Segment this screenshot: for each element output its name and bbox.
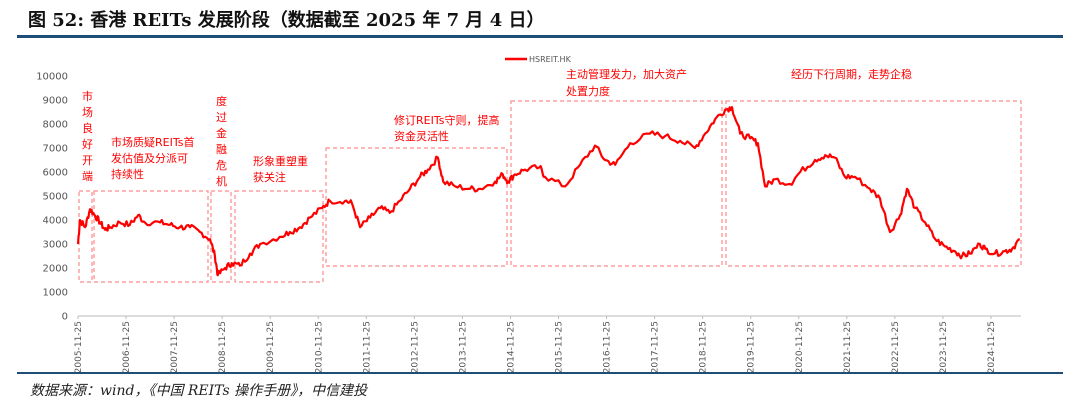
annotation-box-2 <box>210 190 232 283</box>
x-tick-label: 2015-11-25 <box>555 321 565 373</box>
y-tick-label: 0 <box>62 312 68 323</box>
title-rule <box>17 35 1063 38</box>
annotation-2: 度过金融危机 <box>216 94 227 188</box>
x-tick-label: 2006-11-25 <box>122 321 132 373</box>
annotation-box-0 <box>78 190 93 283</box>
series-line-hsreit <box>76 106 1021 277</box>
x-tick-label: 2010-11-25 <box>314 321 324 373</box>
x-tick-label: 2012-11-25 <box>410 321 420 373</box>
annotation-line: 良 <box>82 121 93 135</box>
annotation-line: 融 <box>216 143 227 156</box>
figure-title: 图 52: 香港 REITs 发展阶段（数据截至 2025 年 7 月 4 日） <box>28 10 545 31</box>
x-tick-label: 2007-11-25 <box>170 321 180 373</box>
annotation-3: 形象重塑重获关注 <box>253 154 308 184</box>
x-tick-label: 2021-11-25 <box>843 321 853 373</box>
annotation-line: 持续性 <box>111 167 144 181</box>
x-tick-label: 2008-11-25 <box>218 321 228 373</box>
x-tick-label: 2005-11-25 <box>74 321 84 373</box>
annotation-line: 形象重塑重 <box>253 154 308 168</box>
x-tick-label: 2023-11-25 <box>939 321 949 373</box>
annotation-box-6 <box>725 100 1022 267</box>
annotation-line: 发估值及分派可 <box>111 151 188 165</box>
y-axis: 0 1000 2000 3000 4000 5000 6000 7000 8000 9000 100… <box>36 72 68 323</box>
annotation-line: 金 <box>216 126 227 140</box>
annotation-line: 危 <box>216 159 227 172</box>
annotation-0: 市场良好开端 <box>82 89 93 183</box>
annotation-box-1 <box>93 190 209 283</box>
annotation-box-5 <box>510 100 723 267</box>
annotation-4: 修订REITs守则，提高资金灵活性 <box>394 113 499 143</box>
x-tick-label: 2009-11-25 <box>266 321 276 373</box>
annotation-line: 机 <box>216 174 227 188</box>
annotation-line: 经历下行周期，走势企稳 <box>791 67 912 81</box>
y-tick-label: 5000 <box>43 192 68 203</box>
x-tick-label: 2019-11-25 <box>747 321 757 373</box>
y-tick-label: 7000 <box>43 144 68 155</box>
annotation-line: 场 <box>82 105 93 119</box>
x-tick-label: 2017-11-25 <box>651 321 661 373</box>
annotation-line: 端 <box>82 170 93 183</box>
annotation-line: 修订REITs守则，提高 <box>394 113 499 127</box>
y-tick-label: 1000 <box>43 288 68 299</box>
x-tick-label: 2011-11-25 <box>362 321 372 373</box>
source-note: 数据来源：wind，《中国 REITs 操作手册》，中信建投 <box>30 383 368 399</box>
y-tick-label: 9000 <box>43 96 68 107</box>
x-axis: 2005-11-25 2006-11-25 2007-11-25 2008-11-25… <box>74 315 1021 373</box>
annotation-5: 主动管理发力，加大资产处置力度 <box>566 67 687 98</box>
x-tick-label: 2014-11-25 <box>506 321 516 373</box>
y-tick-label: 3000 <box>43 240 68 251</box>
x-tick-label: 2013-11-25 <box>458 321 468 373</box>
annotation-line: 开 <box>82 154 93 167</box>
annotation-line: 主动管理发力，加大资产 <box>566 67 687 81</box>
annotation-6: 经历下行周期，走势企稳 <box>791 67 912 81</box>
x-tick-label: 2016-11-25 <box>603 321 613 373</box>
annotation-line: 好 <box>82 137 93 151</box>
annotation-1: 市场质疑REITs首发估值及分派可持续性 <box>111 135 194 181</box>
annotation-line: 获关注 <box>253 170 286 184</box>
y-tick-label: 8000 <box>43 120 68 131</box>
x-tick-label: 2018-11-25 <box>699 321 709 373</box>
legend-label: HSREIT.HK <box>529 55 572 64</box>
annotation-line: 过 <box>216 111 227 124</box>
annotation-line: 资金灵活性 <box>394 129 449 143</box>
annotation-line: 市场质疑REITs首 <box>111 135 194 149</box>
y-tick-label: 10000 <box>36 72 68 83</box>
x-tick-label: 2022-11-25 <box>891 321 901 373</box>
x-tick-label: 2020-11-25 <box>795 321 805 373</box>
annotations: 市场良好开端市场质疑REITs首发估值及分派可持续性度过金融危机形象重塑重获关注… <box>82 67 912 188</box>
y-tick-label: 4000 <box>43 216 68 227</box>
x-tick-label: 2024-11-25 <box>987 321 997 373</box>
annotation-line: 处置力度 <box>566 84 610 98</box>
y-tick-label: 6000 <box>43 168 68 179</box>
annotation-line: 市 <box>82 89 93 103</box>
legend: HSREIT.HK <box>505 55 572 64</box>
y-tick-label: 2000 <box>43 264 68 275</box>
annotation-box-3 <box>234 190 324 283</box>
annotation-line: 度 <box>216 94 227 108</box>
source-rule <box>17 372 1063 374</box>
